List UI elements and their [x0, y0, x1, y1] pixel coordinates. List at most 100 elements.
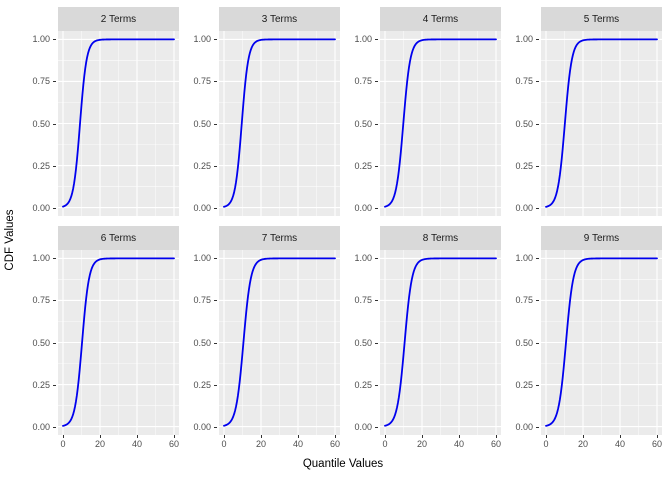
y-axis: 1.00 0.75 0.50 0.25 0.00	[501, 31, 541, 216]
y-tick-mark	[536, 165, 539, 167]
strip-and-panel: 9 Terms	[541, 226, 662, 435]
facet-strip-label: 5 Terms	[583, 13, 620, 25]
y-tick-label: 0.50	[193, 118, 211, 129]
y-tick-label: 0.25	[515, 379, 533, 390]
facet-strip-label: 2 Terms	[100, 13, 137, 25]
y-tick-mark	[53, 384, 56, 386]
y-tick-label: 0.75	[354, 295, 372, 306]
strip-and-panel: 2 Terms	[58, 7, 179, 216]
y-tick-label: 0.00	[32, 421, 50, 432]
y-tick-mark	[536, 426, 539, 428]
y-tick-label: 1.00	[32, 34, 50, 45]
y-axis: 1.00 0.75 0.50 0.25 0.00	[340, 250, 380, 435]
x-tick-label: 20	[255, 439, 267, 449]
facet-cell: 1.00 0.75 0.50 0.25 0.00 5 Terms	[501, 7, 662, 216]
y-tick-mark	[53, 300, 56, 302]
y-tick-label: 1.00	[193, 34, 211, 45]
y-tick-label: 0.50	[32, 118, 50, 129]
x-tick-mark	[224, 435, 225, 438]
facet-strip: 2 Terms	[58, 7, 179, 31]
x-tick-mark	[546, 435, 547, 438]
facet-strip-label: 9 Terms	[583, 232, 620, 244]
y-tick-mark	[214, 207, 217, 209]
x-axis-title: Quantile Values	[302, 458, 384, 470]
y-tick-mark	[53, 123, 56, 125]
x-tick-label: 20	[577, 439, 589, 449]
y-tick-mark	[536, 207, 539, 209]
x-tick-mark	[583, 435, 584, 438]
y-tick-label: 1.00	[354, 253, 372, 264]
y-tick-label: 0.00	[354, 421, 372, 432]
facet-grid: 1.00 0.75 0.50 0.25 0.00 2 Terms 1.00 0.75 0.5…	[18, 7, 662, 451]
y-tick-mark	[536, 39, 539, 41]
x-axis: 0 20 40 60	[58, 435, 179, 451]
facet-cell: 1.00 0.75 0.50 0.25 0.00 9 Terms 0 20 40 60	[501, 226, 662, 451]
facet-strip-label: 7 Terms	[261, 232, 298, 244]
facet-strip: 6 Terms	[58, 226, 179, 250]
y-axis-title: CDF Values	[4, 209, 16, 271]
y-tick-label: 0.75	[354, 76, 372, 87]
y-axis: 1.00 0.75 0.50 0.25 0.00	[18, 250, 58, 435]
y-tick-mark	[375, 300, 378, 302]
y-tick-mark	[53, 165, 56, 167]
strip-and-panel: 6 Terms	[58, 226, 179, 435]
x-tick-label: 40	[453, 439, 465, 449]
y-tick-mark	[375, 426, 378, 428]
facet-cell: 1.00 0.75 0.50 0.25 0.00 3 Terms	[179, 7, 340, 216]
y-tick-mark	[375, 207, 378, 209]
x-tick-mark	[63, 435, 64, 438]
y-tick-label: 0.50	[515, 337, 533, 348]
y-tick-mark	[536, 342, 539, 344]
cdf-panel	[58, 31, 179, 216]
x-axis: 0 20 40 60	[219, 435, 340, 451]
facet-strip: 5 Terms	[541, 7, 662, 31]
cdf-panel	[541, 31, 662, 216]
cdf-curve	[384, 257, 497, 427]
y-tick-mark	[214, 165, 217, 167]
y-tick-mark	[214, 384, 217, 386]
y-tick-label: 0.75	[193, 76, 211, 87]
y-tick-mark	[375, 384, 378, 386]
y-tick-mark	[53, 207, 56, 209]
y-tick-mark	[53, 258, 56, 260]
cdf-panel	[219, 250, 340, 435]
x-tick-label: 0	[60, 439, 66, 449]
facet-cell: 1.00 0.75 0.50 0.25 0.00 7 Terms 0 20 40 60	[179, 226, 340, 451]
y-tick-label: 0.75	[193, 295, 211, 306]
facet-strip: 8 Terms	[380, 226, 501, 250]
y-tick-mark	[375, 39, 378, 41]
y-tick-label: 0.50	[354, 337, 372, 348]
cdf-curve	[223, 38, 336, 208]
facet-strip: 3 Terms	[219, 7, 340, 31]
x-tick-label: 40	[131, 439, 143, 449]
y-tick-label: 0.00	[32, 202, 50, 213]
y-tick-mark	[536, 384, 539, 386]
y-tick-label: 0.50	[515, 118, 533, 129]
y-tick-mark	[536, 123, 539, 125]
x-tick-label: 60	[490, 439, 502, 449]
x-tick-mark	[459, 435, 460, 438]
cdf-curve	[384, 38, 497, 208]
y-tick-label: 0.25	[32, 379, 50, 390]
y-tick-label: 0.75	[515, 76, 533, 87]
y-tick-label: 0.00	[193, 421, 211, 432]
facet-cell: 1.00 0.75 0.50 0.25 0.00 8 Terms 0 20 40 60	[340, 226, 501, 451]
x-tick-mark	[174, 435, 175, 438]
cdf-panel	[380, 31, 501, 216]
x-tick-mark	[261, 435, 262, 438]
facet-strip-label: 6 Terms	[100, 232, 137, 244]
y-tick-label: 0.50	[354, 118, 372, 129]
y-tick-mark	[214, 81, 217, 83]
facet-strip-label: 8 Terms	[422, 232, 459, 244]
y-tick-label: 0.25	[32, 160, 50, 171]
cdf-panel	[380, 250, 501, 435]
y-tick-label: 0.50	[193, 337, 211, 348]
y-axis: 1.00 0.75 0.50 0.25 0.00	[340, 31, 380, 216]
y-tick-label: 1.00	[515, 34, 533, 45]
y-tick-mark	[214, 342, 217, 344]
strip-and-panel: 8 Terms	[380, 226, 501, 435]
facet-cell: 1.00 0.75 0.50 0.25 0.00 4 Terms	[340, 7, 501, 216]
cdf-curve	[545, 38, 658, 208]
facet-strip: 9 Terms	[541, 226, 662, 250]
